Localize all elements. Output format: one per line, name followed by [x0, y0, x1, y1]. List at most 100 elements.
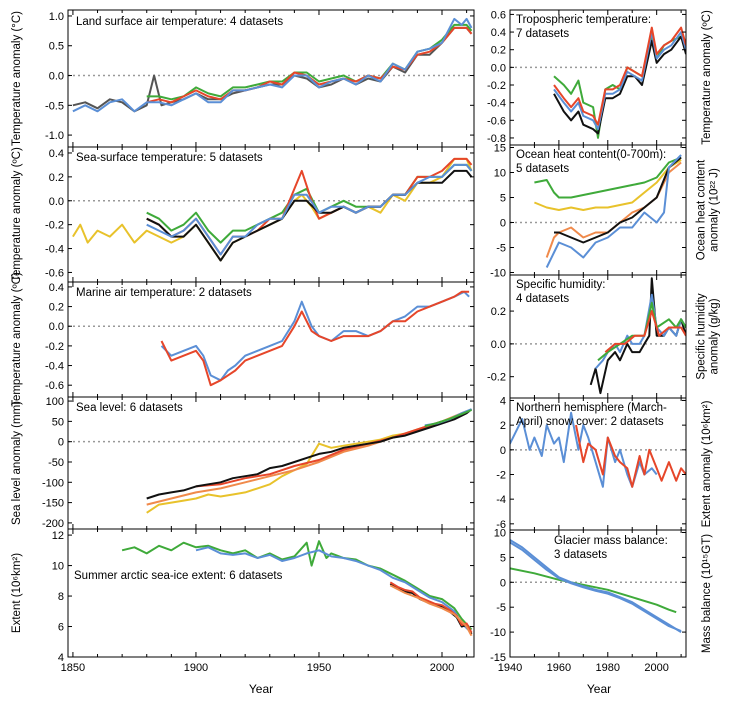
panel-8: -0.2 0.0 0.2 Specific humidity: 4 datasets Sp…	[487, 274, 720, 399]
panel-4: -200 -150 -100 -50 0 50 100 Sea level: 6 datase…	[11, 396, 475, 530]
x-tick-label: 1960	[547, 662, 571, 674]
series-line-4	[389, 581, 473, 634]
series-line-4	[553, 26, 686, 126]
series-group	[589, 277, 686, 395]
y-tick-label: -10	[490, 627, 506, 639]
y-tick-label: -4	[496, 494, 506, 506]
y-tick-label: -1.0	[45, 130, 64, 142]
y-tick-label: -0.5	[45, 100, 64, 112]
y-tick-label: 5	[500, 552, 506, 564]
series-group	[72, 157, 473, 262]
panel-title-line2: 5 datasets	[516, 163, 569, 175]
x-tick-label: 1950	[307, 662, 331, 674]
y-tick-label: 0.5	[49, 41, 64, 53]
y-tick-label: -0.2	[487, 372, 506, 384]
series-group	[146, 408, 473, 514]
panel-frame	[67, 396, 475, 530]
y-tick-label: -100	[42, 477, 64, 489]
y-tick-label: -0.2	[45, 341, 64, 353]
y-tick-label: -10	[490, 268, 506, 280]
panel-3: -0.6 -0.4 -0.2 0.0 0.2 0.4 Marine air temperat…	[11, 272, 475, 407]
y-tick-label: 0.2	[491, 45, 506, 57]
series-line-1	[510, 411, 658, 488]
series-line-1	[121, 540, 473, 631]
series-line-4	[72, 17, 473, 113]
panel-7: -10 -5 0 5 10 15 Ocean heat content(0-700m): 5 …	[490, 143, 720, 280]
series-line-5	[146, 163, 473, 256]
y-tick-label: 0	[500, 445, 506, 457]
series-line-6	[424, 409, 472, 428]
series-line-1	[510, 567, 677, 614]
y-tick-label: 0.0	[49, 71, 64, 83]
y-tick-label: 5	[500, 193, 506, 205]
y-tick-label: 0.0	[49, 321, 64, 333]
series-line-3	[553, 31, 686, 131]
series-line-4	[604, 310, 686, 353]
panel-1: -1.0 -0.5 0.0 0.5 1.0 Land surface air temper…	[11, 9, 475, 148]
panel-title: Marine air temperature: 2 datasets	[76, 287, 252, 299]
panel-9: -6 -4 -2 0 2 4 Northern hemisphere (March- Apri…	[496, 395, 713, 531]
y-tick-label: -200	[42, 518, 64, 530]
y-tick-label: 10	[494, 527, 506, 539]
series-group	[72, 17, 473, 113]
series-group	[553, 26, 686, 139]
y-tick-label: 0.0	[491, 339, 506, 351]
series-line-3	[146, 157, 473, 256]
x-tick-label: 1900	[184, 662, 208, 674]
x-tick-label: 1980	[596, 662, 620, 674]
y-tick-label: 2	[500, 420, 506, 432]
y-tick-label: 8	[58, 591, 64, 603]
panel-title-line2: 4 datasets	[516, 293, 569, 305]
y-axis-label: Temperature anomaly (ºC)	[11, 272, 23, 407]
series-group	[160, 290, 470, 387]
y-tick-label: -0.4	[45, 244, 64, 256]
panel-title: Summer arctic sea-ice extent: 6 datasets	[74, 570, 283, 582]
panel-10: -15 -10 -5 0 5 10 Glacier mass balance: 3 datas…	[490, 527, 713, 664]
panel-title-line2: 7 datasets	[516, 28, 569, 40]
series-line-4	[146, 169, 473, 262]
y-tick-label: -6	[496, 519, 506, 531]
y-axis-label: Temperature anomaly (ºC)	[701, 10, 713, 145]
series-line-1	[72, 26, 473, 113]
series-line-4	[146, 408, 473, 500]
y-axis-label: Sea level anomaly (mm)	[11, 401, 23, 525]
y-tick-label: -5	[496, 602, 506, 614]
x-tick-label: 1850	[61, 662, 85, 674]
y-tick-label: -0.8	[487, 133, 506, 145]
y-tick-label: 0.6	[491, 9, 506, 21]
y-tick-label: -0.4	[487, 98, 506, 110]
panel-6: -0.8 -0.6 -0.4 -0.2 0.0 0.2 0.4 0.6 Tropospheric…	[487, 9, 713, 146]
y-axis-label: Specific humidityanomaly (g/kg)	[695, 293, 720, 380]
x-tick-label: 1940	[498, 662, 522, 674]
y-tick-label: -2	[496, 469, 506, 481]
y-tick-label: 0.2	[49, 302, 64, 314]
y-tick-label: 50	[52, 416, 64, 428]
y-tick-label: -15	[490, 652, 506, 664]
y-tick-label: 15	[494, 143, 506, 155]
panel-frame	[67, 281, 475, 398]
y-tick-label: 0.0	[49, 196, 64, 208]
y-tick-label: -150	[42, 498, 64, 510]
panel-title: Glacier mass balance:	[554, 535, 668, 547]
x-tick-label: 2000	[430, 662, 454, 674]
series-line-1	[72, 157, 473, 262]
y-tick-label: 100	[46, 396, 64, 408]
panel-title-line2: April) snow cover: 2 datasets	[516, 416, 664, 428]
x-tick-label: 2000	[644, 662, 668, 674]
y-tick-label: -0.2	[45, 220, 64, 232]
series-group	[534, 154, 682, 268]
y-tick-label: 1.0	[49, 11, 64, 23]
y-tick-label: -0.6	[45, 267, 64, 279]
y-tick-label: 6	[58, 622, 64, 634]
y-tick-label: 0	[58, 437, 64, 449]
series-line-5	[424, 408, 472, 427]
series-line-2	[553, 35, 686, 135]
y-tick-label: -0.4	[45, 361, 64, 373]
y-tick-label: 0.4	[49, 282, 64, 294]
series-line-1	[534, 156, 682, 199]
series-line-4	[554, 156, 682, 244]
y-tick-label: 4	[58, 652, 64, 664]
panel-title: Ocean heat content(0-700m):	[516, 149, 666, 161]
y-tick-label: 0	[500, 577, 506, 589]
panel-title: Sea level: 6 datasets	[76, 402, 183, 414]
